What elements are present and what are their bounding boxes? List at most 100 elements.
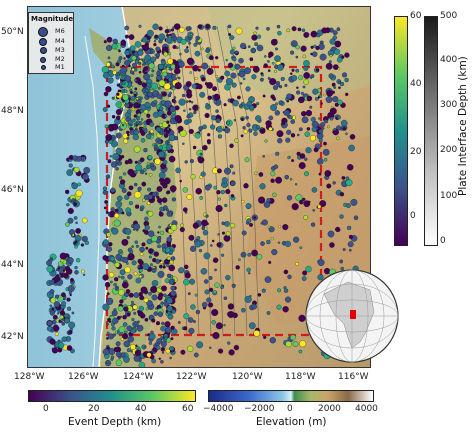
earthquake-marker	[139, 207, 144, 212]
earthquake-marker	[147, 187, 152, 192]
earthquake-marker	[303, 66, 309, 71]
earthquake-marker	[172, 26, 175, 29]
earthquake-marker	[71, 233, 75, 237]
earthquake-marker	[202, 230, 209, 236]
earthquake-marker	[298, 127, 303, 132]
earthquake-marker	[214, 282, 220, 288]
earthquake-marker	[276, 304, 282, 310]
earthquake-marker	[152, 23, 159, 30]
earthquake-marker	[225, 58, 228, 62]
earthquake-marker	[158, 225, 161, 229]
earthquake-marker	[203, 279, 209, 284]
earthquake-marker	[344, 52, 350, 58]
earthquake-marker	[188, 107, 192, 111]
earthquake-marker	[319, 53, 327, 61]
earthquake-marker	[121, 295, 127, 301]
earthquake-marker	[118, 157, 122, 161]
earthquake-marker	[272, 192, 277, 197]
earthquake-marker	[238, 70, 246, 78]
earthquake-marker	[301, 111, 307, 117]
earthquake-marker	[173, 40, 177, 43]
earthquake-marker	[138, 274, 143, 279]
earthquake-marker	[309, 135, 316, 142]
earthquake-marker	[307, 200, 311, 204]
earthquake-marker	[116, 92, 120, 96]
earthquake-marker	[70, 169, 74, 172]
earthquake-marker	[131, 50, 135, 54]
earthquake-marker	[67, 285, 75, 293]
earthquake-marker	[182, 142, 185, 146]
earthquake-marker	[196, 236, 201, 241]
earthquake-marker	[205, 24, 210, 29]
earthquake-marker	[316, 158, 324, 165]
earthquake-marker	[230, 72, 237, 79]
earthquake-marker	[139, 252, 144, 256]
depth-right-tick: 40	[410, 79, 422, 89]
earthquake-marker	[158, 145, 163, 150]
earthquake-marker	[193, 42, 198, 47]
earthquake-marker	[46, 320, 53, 327]
earthquake-marker	[107, 104, 111, 108]
earthquake-marker	[246, 218, 252, 223]
earthquake-marker	[179, 179, 182, 183]
legend-title: Magnitude	[31, 15, 74, 23]
earthquake-marker	[240, 251, 247, 258]
earthquake-marker	[119, 269, 126, 276]
earthquake-marker	[208, 276, 213, 280]
earthquake-marker	[283, 109, 290, 117]
earthquake-marker	[214, 268, 217, 272]
earthquake-marker	[315, 45, 320, 51]
plate-depth-tick: 500	[440, 11, 458, 21]
earthquake-marker	[184, 48, 190, 54]
earthquake-marker	[188, 327, 195, 334]
earthquake-marker	[133, 145, 141, 153]
earthquake-marker	[232, 312, 238, 319]
earthquake-marker	[130, 91, 133, 94]
earthquake-marker	[102, 107, 108, 113]
earthquake-marker	[287, 155, 291, 160]
earthquake-marker	[106, 36, 113, 43]
earthquake-marker	[143, 73, 151, 81]
earthquake-marker	[183, 278, 190, 286]
earthquake-marker	[211, 239, 215, 243]
lon-label: 120°W	[232, 372, 263, 382]
earthquake-marker	[165, 208, 169, 212]
earthquake-marker	[133, 102, 140, 109]
earthquake-marker	[111, 96, 115, 100]
earthquake-marker	[178, 98, 186, 106]
earthquake-marker	[298, 96, 305, 104]
earthquake-marker	[162, 265, 166, 269]
earthquake-marker	[260, 222, 263, 225]
earthquake-marker	[228, 349, 235, 356]
earthquake-marker	[185, 81, 192, 87]
earthquake-marker	[249, 294, 252, 298]
earthquake-marker	[168, 279, 175, 285]
earthquake-marker	[309, 105, 313, 109]
earthquake-marker	[211, 308, 219, 317]
earthquake-marker	[151, 318, 156, 323]
earthquake-marker	[139, 246, 145, 253]
earthquake-marker	[317, 274, 324, 281]
earthquake-marker	[178, 26, 185, 33]
event-markers	[46, 23, 360, 369]
earthquake-marker	[341, 176, 346, 180]
earthquake-marker	[115, 115, 121, 121]
earthquake-marker	[144, 216, 149, 222]
earthquake-marker	[232, 99, 239, 107]
earthquake-marker	[194, 76, 198, 81]
earthquake-marker	[142, 58, 146, 62]
earthquake-marker	[111, 310, 118, 317]
earthquake-marker	[270, 178, 275, 183]
earthquake-marker	[192, 145, 197, 150]
earthquake-marker	[126, 236, 130, 240]
earthquake-marker	[126, 191, 132, 197]
earthquake-marker	[108, 126, 114, 132]
earthquake-marker	[115, 163, 119, 166]
earthquake-marker	[75, 258, 81, 263]
earthquake-marker	[254, 42, 259, 47]
earthquake-marker	[134, 204, 140, 209]
earthquake-marker	[329, 107, 337, 115]
earthquake-marker	[163, 82, 171, 90]
earthquake-marker	[327, 125, 330, 129]
earthquake-marker	[113, 219, 121, 227]
